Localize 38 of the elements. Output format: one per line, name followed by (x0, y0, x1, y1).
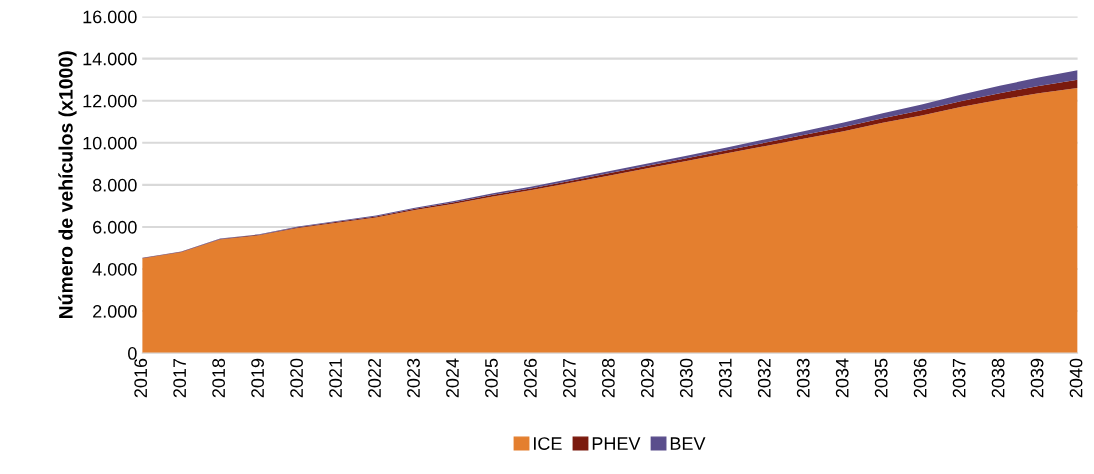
x-tick-label: 2038 (991, 358, 1005, 398)
y-tick-label: 12.000 (83, 94, 137, 108)
y-tick-label: 10.000 (83, 136, 137, 150)
y-tick-label: 16.000 (83, 10, 137, 24)
x-tick-label: 2028 (601, 358, 615, 398)
x-tick-label: 2037 (952, 358, 966, 398)
x-tick-label: 2023 (407, 358, 420, 398)
legend-label: BEV (670, 437, 706, 450)
x-tick-label: 2018 (212, 358, 226, 398)
x-tick-label: 2040 (1069, 358, 1083, 398)
y-tick-label: 0 (128, 347, 137, 360)
x-tick-label: 2034 (835, 358, 849, 398)
y-axis-title: Número de vehículos (x1000) (58, 51, 77, 319)
x-tick-label: 2039 (1030, 358, 1044, 398)
x-tick-label: 2017 (173, 358, 187, 398)
x-tick-label: 2019 (251, 358, 264, 398)
x-tick-label: 2027 (562, 358, 576, 398)
x-tick-label: 2021 (329, 358, 342, 398)
x-tick-label: 2016 (134, 358, 148, 398)
x-tick-label: 2032 (757, 358, 771, 398)
x-tick-label: 2031 (718, 358, 732, 398)
x-tick-label: 2033 (796, 358, 810, 398)
y-tick-label: 4.000 (92, 262, 137, 276)
legend-label: PHEV (592, 437, 641, 450)
legend-label: ICE (534, 437, 562, 450)
x-tick-label: 2029 (640, 358, 654, 398)
y-tick-label: 6.000 (93, 220, 137, 234)
x-tick-label: 2020 (290, 358, 303, 398)
y-tick-label: 8.000 (92, 178, 137, 192)
x-tick-label: 2030 (679, 358, 693, 398)
x-tick-label: 2036 (913, 358, 927, 398)
y-tick-label: 2.000 (93, 305, 137, 318)
x-tick-label: 2035 (874, 358, 888, 398)
x-tick-label: 2024 (446, 358, 459, 398)
x-tick-label: 2022 (368, 358, 381, 398)
x-tick-label: 2025 (485, 358, 498, 398)
y-tick-label: 14.000 (83, 52, 137, 66)
x-tick-label: 2026 (524, 358, 537, 398)
